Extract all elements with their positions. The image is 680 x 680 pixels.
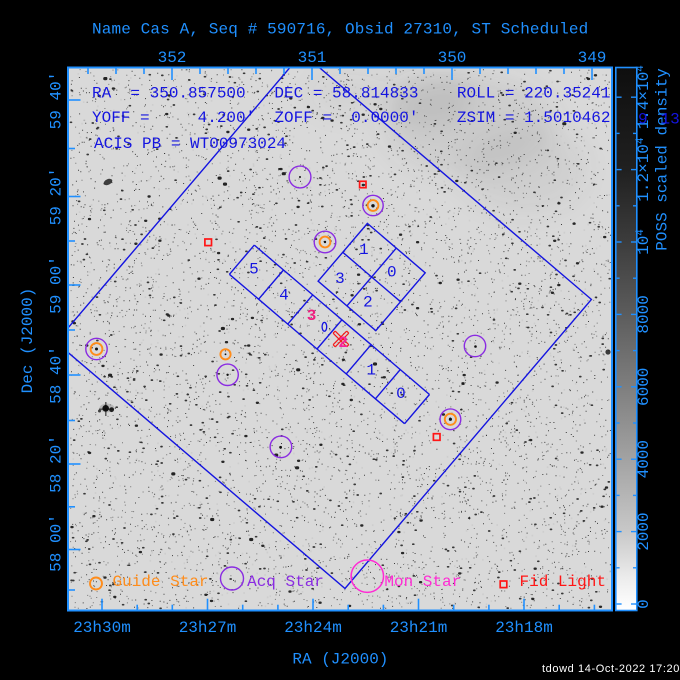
svg-text:1.4×104: 1.4×104 bbox=[635, 65, 653, 130]
svg-text:58 00': 58 00' bbox=[48, 514, 66, 572]
svg-text:59 20': 59 20' bbox=[48, 168, 66, 226]
svg-text:YOFF = 4.200' ZOFF = 0.0: YOFF = 4.200' ZOFF = 0.0000' ZSIM = 1.50… bbox=[92, 109, 610, 127]
svg-text:23h24m: 23h24m bbox=[284, 619, 342, 637]
svg-text:8000: 8000 bbox=[635, 295, 653, 333]
svg-text:23h18m: 23h18m bbox=[495, 619, 553, 637]
svg-text:Dec (J2000): Dec (J2000) bbox=[19, 288, 37, 394]
svg-text:1.2×104: 1.2×104 bbox=[635, 137, 653, 202]
svg-text:3: 3 bbox=[307, 307, 317, 325]
svg-text:0: 0 bbox=[635, 599, 653, 609]
svg-text:3: 3 bbox=[335, 270, 345, 288]
svg-text:RA (J2000): RA (J2000) bbox=[292, 651, 388, 669]
svg-text:58 20': 58 20' bbox=[48, 435, 66, 493]
svg-text:1: 1 bbox=[366, 361, 376, 379]
svg-text:23h27m: 23h27m bbox=[179, 619, 237, 637]
svg-text:1: 1 bbox=[359, 241, 369, 259]
svg-text:Mon Star: Mon Star bbox=[384, 573, 461, 591]
svg-text:350: 350 bbox=[438, 49, 467, 67]
svg-text:4: 4 bbox=[279, 286, 289, 304]
svg-text:5: 5 bbox=[249, 260, 259, 278]
svg-text:2000: 2000 bbox=[635, 512, 653, 550]
svg-text:tdowd 14-Oct-2022 17:20: tdowd 14-Oct-2022 17:20 bbox=[542, 663, 680, 675]
svg-text:9: 9 bbox=[638, 111, 648, 129]
svg-text:59 40': 59 40' bbox=[48, 72, 66, 130]
svg-text:ACIS PB = WT00973024: ACIS PB = WT00973024 bbox=[94, 135, 286, 153]
svg-text:Name Cas A, Seq # 590716, Obsi: Name Cas A, Seq # 590716, Obsid 27310, S… bbox=[92, 21, 588, 39]
svg-text:349: 349 bbox=[578, 49, 607, 67]
svg-text:0: 0 bbox=[396, 385, 406, 403]
svg-text:Fid Light: Fid Light bbox=[520, 573, 606, 591]
svg-text:13: 13 bbox=[661, 111, 680, 129]
svg-text:0: 0 bbox=[387, 264, 397, 282]
svg-text:POSS scaled density: POSS scaled density bbox=[654, 68, 672, 251]
svg-text:6000: 6000 bbox=[635, 368, 653, 406]
svg-text:352: 352 bbox=[158, 49, 187, 67]
svg-text:RA = 350.857500 DEC = 58.81: RA = 350.857500 DEC = 58.814833 ROLL = 2… bbox=[92, 85, 610, 103]
svg-text:2: 2 bbox=[363, 294, 373, 312]
svg-text:Acq Star: Acq Star bbox=[247, 573, 324, 591]
svg-text:58 40': 58 40' bbox=[48, 346, 66, 404]
svg-text:23h30m: 23h30m bbox=[73, 619, 131, 637]
svg-text:2: 2 bbox=[338, 334, 348, 352]
svg-text:351: 351 bbox=[298, 49, 327, 67]
svg-text:23h21m: 23h21m bbox=[390, 619, 448, 637]
svg-text:Guide Star: Guide Star bbox=[113, 573, 209, 591]
svg-text:4000: 4000 bbox=[635, 440, 653, 478]
svg-text:59 00': 59 00' bbox=[48, 256, 66, 314]
